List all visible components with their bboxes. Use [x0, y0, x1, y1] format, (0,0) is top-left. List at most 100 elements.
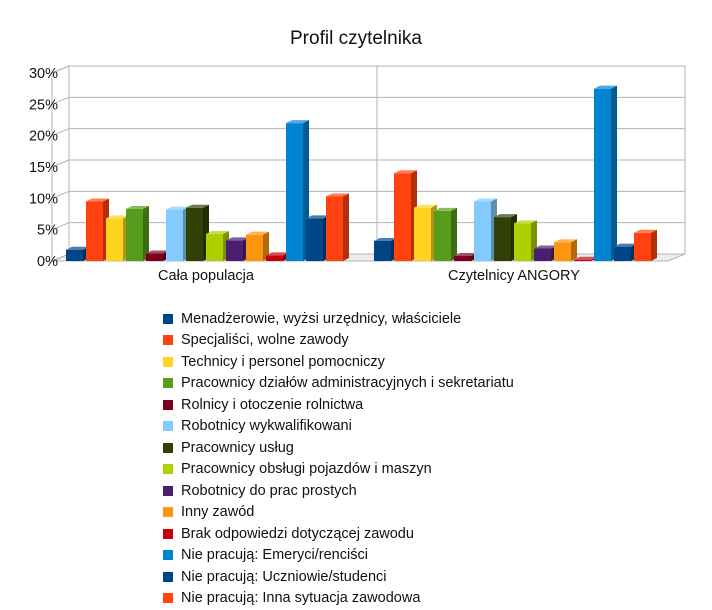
legend-item: Specjaliści, wolne zawody	[163, 330, 514, 352]
bar-front	[86, 201, 103, 261]
bar-top	[534, 245, 557, 249]
bar	[226, 237, 249, 261]
gridline-side	[51, 96, 70, 105]
bar-top	[186, 204, 209, 208]
bar-side	[143, 205, 149, 261]
bar	[634, 229, 657, 261]
bar-top	[326, 193, 349, 197]
legend-item: Inny zawód	[163, 502, 514, 524]
bar-front	[306, 218, 323, 261]
plot-area: 0% 5% 10% 15% 20% 25% 30% Cała populacja Czyteln…	[29, 65, 686, 284]
bar-front	[126, 208, 143, 261]
y-tick-label: 30%	[29, 66, 58, 82]
bar-front	[146, 253, 163, 261]
legend-item: Nie pracują: Inna sytuacja zawodowa	[163, 588, 514, 610]
bar-front	[494, 217, 511, 261]
legend-swatch	[163, 421, 173, 432]
bar	[326, 193, 349, 261]
bar	[474, 198, 497, 261]
legend-swatch	[163, 356, 173, 367]
legend-swatch	[163, 313, 173, 324]
legend-label: Specjaliści, wolne zawody	[181, 332, 349, 349]
legend-label: Pracownicy usług	[181, 439, 294, 456]
gridline-side	[51, 128, 70, 137]
bar	[554, 239, 577, 261]
bar	[86, 198, 109, 261]
bar	[514, 220, 537, 261]
bar-side	[611, 85, 617, 262]
bar	[594, 85, 617, 262]
legend-label: Menadżerowie, wyżsi urzędnicy, właścicie…	[181, 310, 462, 327]
bar-front	[474, 201, 491, 261]
bar-front	[246, 234, 263, 261]
legend-item: Nie pracują: Emeryci/renciści	[163, 545, 514, 567]
bar-front	[266, 255, 283, 261]
bar-side	[651, 229, 657, 261]
legend-label: Brak odpowiedzi dotyczącej zawodu	[181, 525, 414, 542]
bar-top	[434, 207, 457, 211]
chart-title: Profil czytelnika	[290, 28, 422, 49]
bar-front	[514, 223, 531, 261]
legend-swatch	[163, 464, 173, 475]
bar	[146, 250, 169, 261]
legend-swatch	[163, 571, 173, 582]
bar-front	[286, 123, 303, 261]
bar-top	[66, 246, 89, 250]
bar-top	[494, 214, 517, 218]
legend-swatch	[163, 399, 173, 410]
bar-front	[66, 249, 83, 261]
legend-label: Nie pracują: Uczniowie/studenci	[181, 568, 387, 585]
legend-swatch	[163, 593, 173, 604]
y-tick-label: 0%	[37, 254, 58, 270]
bar-front	[186, 207, 203, 261]
legend-item: Menadżerowie, wyżsi urzędnicy, właścicie…	[163, 308, 514, 330]
legend-item: Brak odpowiedzi dotyczącej zawodu	[163, 523, 514, 545]
bar	[66, 246, 89, 261]
legend-label: Pracownicy obsługi pojazdów i maszyn	[181, 461, 432, 478]
bar-top	[394, 170, 417, 174]
bars	[66, 85, 657, 262]
bar-front	[534, 248, 551, 261]
bar-top	[226, 237, 249, 241]
bar-top	[634, 229, 657, 233]
legend-swatch	[163, 442, 173, 453]
legend-label: Pracownicy działów administracyjnych i s…	[181, 375, 514, 392]
legend-swatch	[163, 550, 173, 561]
legend-item: Pracownicy usług	[163, 437, 514, 459]
bar	[374, 237, 397, 261]
bar-front	[454, 255, 471, 261]
legend-swatch	[163, 378, 173, 389]
legend-swatch	[163, 485, 173, 496]
bar-top	[574, 256, 597, 260]
bar-front	[394, 173, 411, 261]
legend-label: Technicy i personel pomocniczy	[181, 353, 385, 370]
bar-front	[226, 240, 243, 261]
bar-front	[414, 207, 431, 261]
y-axis: 0% 5% 10% 15% 20% 25% 30%	[29, 66, 58, 270]
bar	[126, 205, 149, 261]
bar-top	[594, 85, 617, 89]
legend-swatch	[163, 507, 173, 518]
bar-top	[166, 206, 189, 210]
legend-swatch	[163, 528, 173, 539]
bar-front	[634, 232, 651, 261]
legend-item: Robotnicy do prac prostych	[163, 480, 514, 502]
bar-front	[206, 234, 223, 261]
bar-side	[263, 231, 269, 261]
bar-front	[326, 196, 343, 261]
bar-side	[343, 193, 349, 261]
legend-item: Nie pracują: Uczniowie/studenci	[163, 566, 514, 588]
y-tick-label: 15%	[29, 160, 58, 176]
legend-item: Rolnicy i otoczenie rolnictwa	[163, 394, 514, 416]
bar-top	[286, 120, 309, 124]
bar-side	[451, 207, 457, 261]
gridline-side	[51, 190, 70, 199]
gridline-side	[51, 159, 70, 168]
legend-item: Pracownicy obsługi pojazdów i maszyn	[163, 459, 514, 481]
bar	[166, 206, 189, 261]
bar	[434, 207, 457, 261]
bar-front	[374, 240, 391, 261]
bar	[614, 243, 637, 261]
bar-top	[306, 215, 329, 219]
